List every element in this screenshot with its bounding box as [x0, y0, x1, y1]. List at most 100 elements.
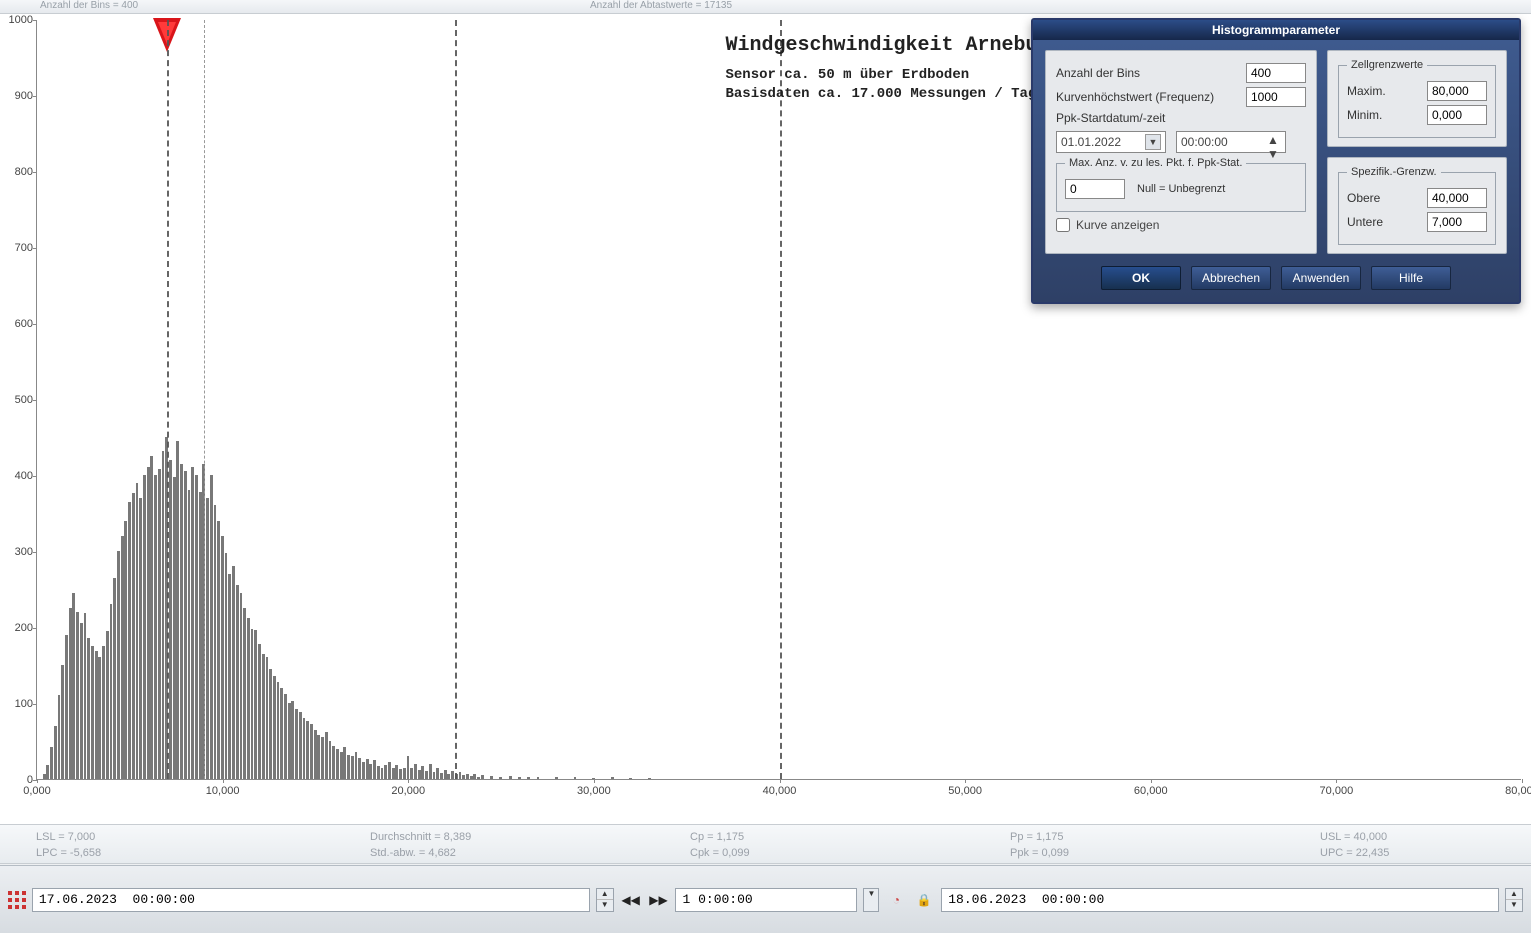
x-tick-label: 70,000 [1320, 785, 1354, 797]
max-pts-input[interactable] [1065, 179, 1125, 199]
histogram-bar [407, 756, 410, 779]
show-curve-checkbox[interactable] [1056, 218, 1070, 232]
calendar-grid-icon[interactable] [8, 891, 26, 909]
chart-subtitle: Sensor ca. 50 m über Erdboden Basisdaten… [726, 66, 1037, 104]
histogram-bar [199, 492, 202, 779]
histogram-bar [280, 688, 283, 779]
histogram-bar [395, 765, 398, 779]
histogram-bar [392, 768, 395, 779]
interval-dropdown[interactable]: ▼ [863, 888, 879, 912]
histogram-bar [228, 574, 231, 779]
y-tick-label: 400 [1, 470, 33, 482]
histogram-bar [191, 467, 194, 779]
stat-value: LSL = 7,000 [36, 831, 95, 843]
x-tick-label: 80,000 [1505, 785, 1531, 797]
histogram-bar [295, 709, 298, 779]
stat-value: Ppk = 0,099 [1010, 847, 1069, 859]
histogram-bar [399, 769, 402, 779]
histogram-params-dialog[interactable]: Histogrammparameter Anzahl der Bins Kurv… [1031, 18, 1521, 304]
cancel-button[interactable]: Abbrechen [1191, 266, 1271, 290]
histogram-bar [377, 766, 380, 779]
bins-input[interactable] [1246, 63, 1306, 83]
x-tick-label: 0,000 [23, 785, 51, 797]
stat-value: Cpk = 0,099 [690, 847, 750, 859]
step-fwd-icon[interactable]: ▶▶ [648, 889, 670, 911]
lock-icon[interactable]: 🔒 [913, 889, 935, 911]
ppk-date-value: 01.01.2022 [1061, 135, 1121, 149]
histogram-bar [403, 768, 406, 779]
histogram-bar [240, 593, 243, 779]
histogram-bar [418, 770, 421, 779]
ppk-date-combo[interactable]: 01.01.2022 ▼ [1056, 131, 1166, 153]
histogram-bar [351, 756, 354, 779]
apply-button[interactable]: Anwenden [1281, 266, 1361, 290]
reference-line [780, 20, 782, 779]
histogram-bar [284, 694, 287, 779]
zell-min-input[interactable] [1427, 105, 1487, 125]
histogram-bar [459, 772, 462, 779]
histogram-bar [499, 777, 502, 779]
histogram-bar [150, 456, 153, 779]
histogram-bar [132, 493, 135, 779]
histogram-bar [321, 737, 324, 779]
ok-button[interactable]: OK [1101, 266, 1181, 290]
dropdown-icon[interactable]: ▼ [1145, 134, 1161, 150]
histogram-bar [69, 608, 72, 779]
histogram-bar [43, 774, 46, 779]
spez-lower-input[interactable] [1427, 212, 1487, 232]
interval-input[interactable] [675, 888, 857, 912]
histogram-bar [176, 441, 179, 779]
spez-upper-input[interactable] [1427, 188, 1487, 208]
time-spinner[interactable]: ▲▼ [1267, 133, 1281, 151]
y-tick-label: 100 [1, 698, 33, 710]
start-datetime-input[interactable] [32, 888, 590, 912]
histogram-bar [221, 536, 224, 779]
histogram-bar [54, 726, 57, 779]
histogram-bar [291, 701, 294, 779]
histogram-bar [139, 498, 142, 779]
histogram-bar [124, 521, 127, 779]
zell-max-input[interactable] [1427, 81, 1487, 101]
histogram-bar [84, 613, 87, 779]
stat-value: Std.-abw. = 4,682 [370, 847, 456, 859]
histogram-bar [214, 505, 217, 779]
histogram-bar [258, 644, 261, 779]
histogram-bar [366, 759, 369, 779]
peak-input[interactable] [1246, 87, 1306, 107]
histogram-bar [369, 764, 372, 779]
bins-count-label: Anzahl der Bins = 400 [40, 0, 138, 11]
end-spinner[interactable]: ▲▼ [1505, 888, 1523, 912]
histogram-bar [58, 695, 61, 779]
histogram-bar [169, 460, 172, 779]
histogram-bar [147, 467, 150, 779]
histogram-bar [46, 765, 49, 779]
histogram-bar [180, 464, 183, 779]
histogram-bar [102, 646, 105, 779]
x-tick-label: 30,000 [577, 785, 611, 797]
histogram-bar [269, 669, 272, 779]
histogram-bar [117, 551, 120, 779]
stat-value: Cp = 1,175 [690, 831, 744, 843]
histogram-bar [236, 585, 239, 779]
histogram-bar [217, 521, 220, 779]
histogram-bar [433, 772, 436, 779]
null-hint: Null = Unbegrenzt [1137, 183, 1225, 195]
help-button[interactable]: Hilfe [1371, 266, 1451, 290]
histogram-bar [451, 771, 454, 779]
start-spinner[interactable]: ▲▼ [596, 888, 614, 912]
histogram-bar [325, 732, 328, 779]
histogram-bar [537, 777, 540, 779]
histogram-bar [154, 475, 157, 779]
clock-icon[interactable]: ◔ [885, 889, 907, 911]
histogram-bar [527, 777, 530, 779]
histogram-bar [429, 764, 432, 779]
y-tick-label: 700 [1, 242, 33, 254]
ppk-time-combo[interactable]: 00:00:00 ▲▼ [1176, 131, 1286, 153]
peak-label: Kurvenhöchstwert (Frequenz) [1056, 90, 1214, 104]
histogram-bar [110, 604, 113, 779]
histogram-bar [388, 762, 391, 779]
x-tick-label: 50,000 [948, 785, 982, 797]
end-datetime-input[interactable] [941, 888, 1499, 912]
histogram-bar [72, 593, 75, 779]
step-back-icon[interactable]: ◀◀ [620, 889, 642, 911]
